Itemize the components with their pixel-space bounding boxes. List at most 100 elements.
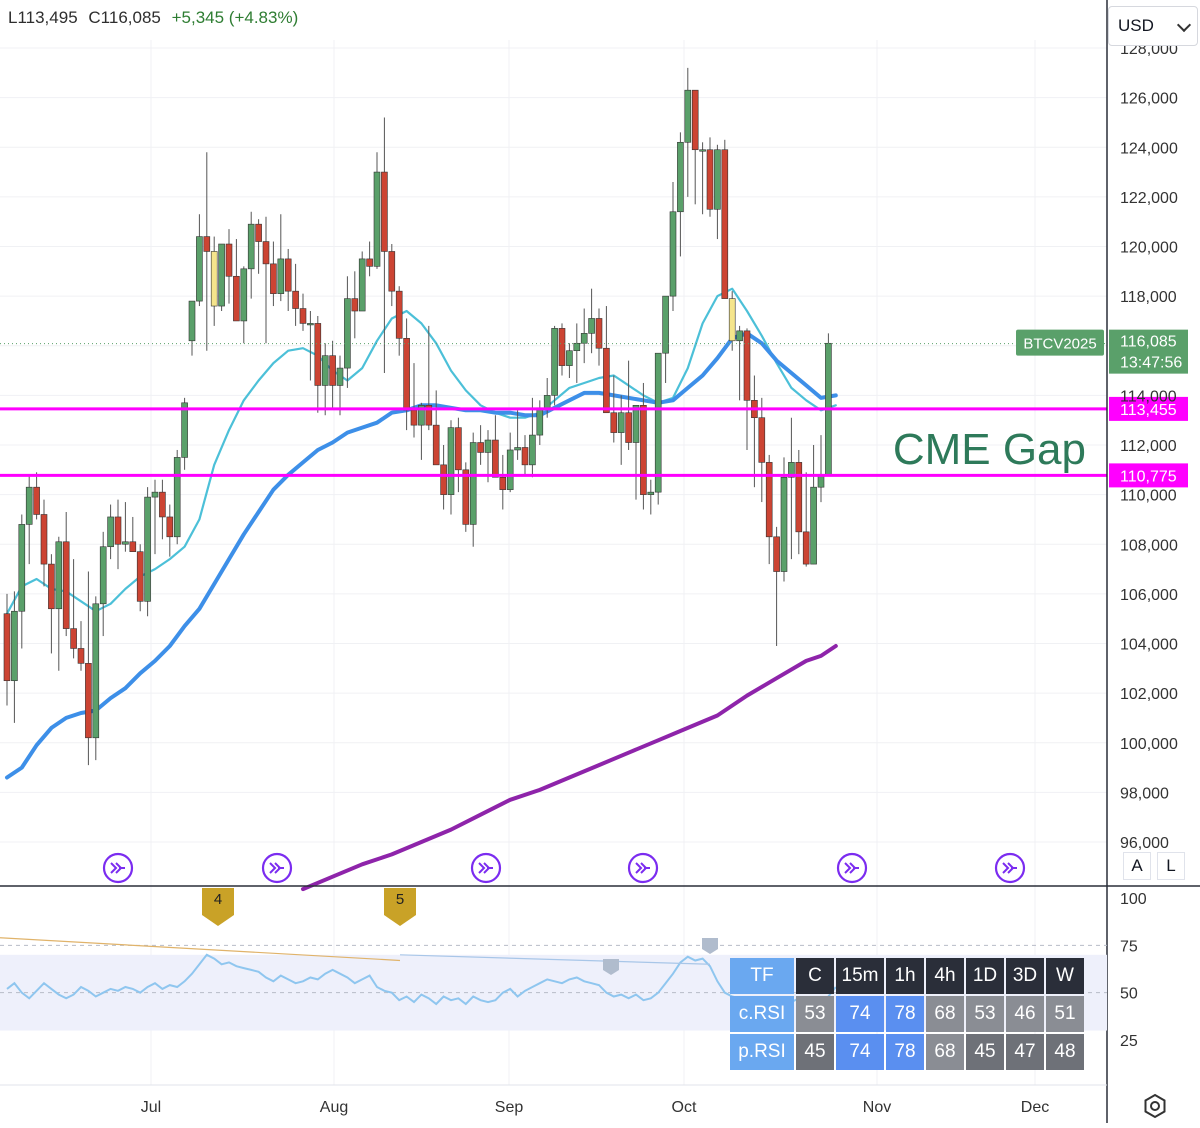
auto-scale-label: A <box>1131 856 1143 875</box>
candle-body <box>699 149 706 152</box>
candle-body <box>62 541 70 629</box>
time-axis: Jul Aug Sep Oct Nov Dec <box>141 1099 1049 1116</box>
candle <box>432 390 440 466</box>
currency-select[interactable]: USD <box>1108 6 1198 46</box>
divergence-marker-badge <box>384 888 416 926</box>
candle-body <box>166 516 174 538</box>
rsi-pivot-marker <box>603 959 619 975</box>
table-header-cell: W <box>1046 958 1084 994</box>
table-cell: 68 <box>926 1034 964 1070</box>
candle-body <box>181 402 188 458</box>
candle-body <box>122 541 129 545</box>
last-price-label: 116,085 <box>1120 334 1177 351</box>
candle-body <box>196 236 203 302</box>
candle-body <box>255 223 262 242</box>
symbol-tag <box>1016 329 1104 356</box>
candle-body <box>610 412 618 433</box>
candle-body <box>603 347 610 414</box>
divergence-marker: 5 <box>384 888 416 926</box>
event-marker-arrow <box>844 862 859 874</box>
candle <box>765 454 773 565</box>
ohlc-change: +5,345 (+4.83%) <box>171 8 299 27</box>
candle <box>240 266 248 344</box>
candle-body <box>773 536 780 572</box>
candle-body <box>85 663 92 739</box>
candle-body <box>151 491 159 498</box>
candle-body <box>706 149 714 210</box>
table-header-cell: TF <box>730 958 794 994</box>
candle <box>617 395 625 465</box>
candle <box>788 417 795 560</box>
candle <box>654 352 662 505</box>
grid-lines <box>0 40 1107 1085</box>
candle-body <box>669 211 677 297</box>
candle <box>632 404 640 500</box>
table-header-cell: C <box>796 958 834 994</box>
x-tick-label: Oct <box>672 1099 697 1116</box>
event-markers <box>102 852 1026 884</box>
candle <box>247 211 255 299</box>
cme-gap-annotation: CME Gap <box>893 425 1086 474</box>
y-tick-label: 100,000 <box>1120 736 1178 753</box>
candle-body <box>233 275 240 322</box>
candle-body <box>425 404 433 426</box>
candle-body <box>344 298 351 369</box>
candle-body <box>595 318 603 349</box>
candle-body <box>203 236 211 252</box>
candle-body <box>314 323 322 386</box>
candle-body <box>225 243 233 277</box>
candle <box>314 315 322 413</box>
auto-scale-button[interactable]: A <box>1123 852 1151 880</box>
candle <box>484 430 492 483</box>
log-scale-label: L <box>1166 856 1176 875</box>
candle-body <box>625 412 632 443</box>
candle-body <box>299 308 307 324</box>
table-cell: 45 <box>796 1034 834 1070</box>
table-cell: 74 <box>836 996 884 1032</box>
table-cell: 53 <box>966 996 1004 1032</box>
y-tick-label: 96,000 <box>1120 835 1169 852</box>
candle-body <box>736 330 743 342</box>
event-marker-icon <box>261 852 293 884</box>
candle-body <box>477 442 484 453</box>
candle <box>262 216 270 344</box>
table-cell: 78 <box>886 996 924 1032</box>
candle-body <box>218 243 225 307</box>
candle-body <box>714 149 721 210</box>
candle-body <box>366 258 373 267</box>
candle <box>580 308 588 364</box>
candle-body <box>11 610 18 682</box>
table-cell: 45 <box>966 1034 1004 1070</box>
log-scale-button[interactable]: L <box>1157 852 1185 880</box>
ma_mid-line <box>5 331 838 780</box>
event-marker-arrow <box>110 862 125 874</box>
y-tick-label: 120,000 <box>1120 240 1178 257</box>
candle-body <box>262 241 270 265</box>
x-tick-label: Dec <box>1021 1099 1049 1116</box>
candle-body <box>114 516 122 545</box>
candle-body <box>758 417 766 463</box>
table-cell: 46 <box>1006 996 1044 1032</box>
candle-body <box>514 447 521 451</box>
candle-body <box>418 404 425 426</box>
candle <box>381 117 388 374</box>
y-tick-label: 104,000 <box>1120 637 1178 654</box>
candle-body <box>70 628 77 649</box>
candle <box>499 454 507 510</box>
y-tick-label: 110,000 <box>1120 488 1177 505</box>
candle <box>802 472 810 567</box>
gear-icon[interactable] <box>1141 1092 1169 1120</box>
y-tick-label: 112,000 <box>1120 438 1177 455</box>
candle <box>173 449 181 545</box>
y-tick-label: 106,000 <box>1120 587 1178 604</box>
candle-body <box>684 89 692 143</box>
candle-body <box>580 333 588 344</box>
candle-body <box>129 541 137 552</box>
table-header-cell: 4h <box>926 958 964 994</box>
candle <box>114 499 122 570</box>
candle-body <box>506 449 514 490</box>
candle <box>329 340 336 408</box>
